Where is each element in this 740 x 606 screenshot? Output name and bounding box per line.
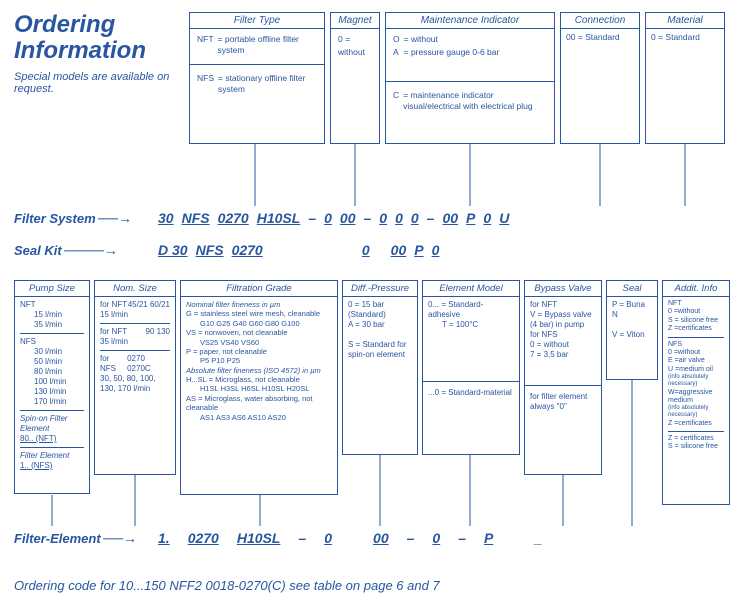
footer-note: Ordering code for 10...150 NFF2 0018-027… <box>14 578 440 593</box>
box-filtration: Filtration Grade Nominal filter fineness… <box>180 280 338 495</box>
code-segment: H10SL <box>257 210 301 226</box>
code-segment <box>323 247 328 257</box>
code-segment: 0 <box>379 210 387 226</box>
code-segment: 0 <box>483 210 491 226</box>
code-segment: 0 <box>324 210 332 226</box>
code-segment <box>284 247 289 257</box>
page-title-1: Ordering <box>14 12 184 38</box>
code-segment: 0 <box>362 242 370 258</box>
box-title: Connection <box>561 13 639 29</box>
box-addit-info: Addit. Info NFT 0 =without S = silicone … <box>662 280 730 505</box>
code-segment: U <box>499 210 509 226</box>
code-segment: P <box>484 530 493 546</box>
code-segment: 0270 <box>218 210 249 226</box>
page-title-2: Information <box>14 38 184 64</box>
code-segment: 00 <box>391 242 407 258</box>
filter-element-code: 1. 0270 H10SL – 0 00 – 0 – P _ <box>158 530 728 546</box>
code-segment: P <box>466 210 475 226</box>
code-segment: 0 <box>395 210 403 226</box>
box-element-model: Element Model 0... = Standard-adhesive T… <box>422 280 520 455</box>
code-segment: _ <box>534 530 542 546</box>
code-segment <box>447 247 452 257</box>
box-title: Material <box>646 13 724 29</box>
code-segment: 0270 <box>232 242 263 258</box>
code-segment <box>271 247 276 257</box>
code-segment: D 30 <box>158 242 188 258</box>
code-segment <box>511 535 516 545</box>
label-filter-system: Filter System <box>14 211 96 226</box>
box-seal: Seal P = Buna N V = Viton <box>606 280 658 380</box>
code-segment: P <box>414 242 423 258</box>
code-segment: NFS <box>182 210 210 226</box>
box-bypass: Bypass Valve for NFT V = Bypass valve (4… <box>524 280 602 475</box>
box-pump-size: Pump Size NFT 15 l/min 35 l/min NFS 30 l… <box>14 280 90 494</box>
code-segment: 0 <box>411 210 419 226</box>
code-segment: 00 <box>442 210 458 226</box>
box-magnet: Magnet 0 =without <box>330 12 380 144</box>
code-segment: NFS <box>196 242 224 258</box>
box-material: Material 0 = Standard <box>645 12 725 144</box>
box-title: Filter Type <box>190 13 324 29</box>
code-segment: 0270 <box>188 530 219 546</box>
label-filter-element: Filter-Element <box>14 531 101 546</box>
code-segment: 00 <box>373 530 389 546</box>
code-segment: – <box>298 530 306 546</box>
box-title: Magnet <box>331 13 379 29</box>
code-segment <box>378 247 383 257</box>
box-maintenance: Maintenance Indicator O= without A= pres… <box>385 12 555 144</box>
code-segment: – <box>363 210 371 226</box>
label-seal-kit: Seal Kit <box>14 243 62 258</box>
code-segment: 00 <box>340 210 356 226</box>
code-segment: – <box>458 530 466 546</box>
code-segment <box>349 247 354 257</box>
box-title: Maintenance Indicator <box>386 13 554 29</box>
code-segment: 0 <box>432 242 440 258</box>
box-connection: Connection 00 = Standard <box>560 12 640 144</box>
box-nom-size: Nom. Size for NFT45/21 60/21 15 l/min fo… <box>94 280 176 475</box>
code-segment: – <box>308 210 316 226</box>
page-subtitle: Special models are available on request. <box>14 71 184 95</box>
code-segment <box>297 247 302 257</box>
seal-kit-code: D 30NFS0270 0 00P0 <box>158 242 728 258</box>
code-segment: 0 <box>324 530 332 546</box>
code-segment: 1. <box>158 530 170 546</box>
code-segment <box>350 535 355 545</box>
code-segment: – <box>427 210 435 226</box>
code-segment: 0 <box>432 530 440 546</box>
code-segment: H10SL <box>237 530 281 546</box>
filter-system-code: 30NFS0270H10SL–000–000–00P0U <box>158 210 728 226</box>
code-segment: 30 <box>158 210 174 226</box>
code-segment <box>310 247 315 257</box>
box-filter-type: Filter Type NFT= portable offline filter… <box>189 12 325 144</box>
box-diff-pressure: Diff.-Pressure 0 = 15 bar (Standard) A =… <box>342 280 418 455</box>
code-segment <box>336 247 341 257</box>
code-segment: – <box>407 530 415 546</box>
